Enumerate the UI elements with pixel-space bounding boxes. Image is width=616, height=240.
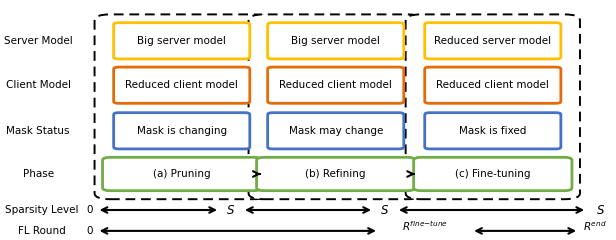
Text: Reduced server model: Reduced server model bbox=[434, 36, 551, 46]
Text: 0: 0 bbox=[86, 205, 92, 215]
Text: (b) Refining: (b) Refining bbox=[306, 169, 366, 179]
FancyBboxPatch shape bbox=[257, 157, 415, 191]
Text: Sparsity Level: Sparsity Level bbox=[5, 205, 79, 215]
Text: Client Model: Client Model bbox=[6, 80, 71, 90]
Text: Mask Status: Mask Status bbox=[6, 126, 70, 136]
FancyBboxPatch shape bbox=[249, 14, 423, 199]
Text: Reduced client model: Reduced client model bbox=[279, 80, 392, 90]
FancyBboxPatch shape bbox=[268, 67, 404, 103]
Text: Mask may change: Mask may change bbox=[288, 126, 383, 136]
FancyBboxPatch shape bbox=[95, 14, 269, 199]
FancyBboxPatch shape bbox=[114, 113, 250, 149]
Text: $\mathit{S}$: $\mathit{S}$ bbox=[596, 204, 605, 216]
Text: Server Model: Server Model bbox=[4, 36, 73, 46]
Text: Big server model: Big server model bbox=[137, 36, 226, 46]
FancyBboxPatch shape bbox=[114, 23, 250, 59]
Text: 0: 0 bbox=[86, 226, 92, 236]
FancyBboxPatch shape bbox=[268, 23, 404, 59]
Text: $R^{fine\mathit{-}tune}$: $R^{fine\mathit{-}tune}$ bbox=[402, 219, 448, 233]
Text: $R^{end}$: $R^{end}$ bbox=[583, 219, 606, 233]
Text: Reduced client model: Reduced client model bbox=[436, 80, 549, 90]
FancyBboxPatch shape bbox=[405, 14, 580, 199]
Text: Mask is changing: Mask is changing bbox=[137, 126, 227, 136]
Text: $\mathit{S}$: $\mathit{S}$ bbox=[381, 204, 389, 216]
Text: (a) Pruning: (a) Pruning bbox=[153, 169, 211, 179]
FancyBboxPatch shape bbox=[114, 67, 250, 103]
Text: Reduced client model: Reduced client model bbox=[125, 80, 238, 90]
FancyBboxPatch shape bbox=[102, 157, 261, 191]
FancyBboxPatch shape bbox=[425, 113, 561, 149]
Text: (c) Fine-tuning: (c) Fine-tuning bbox=[455, 169, 530, 179]
Text: Phase: Phase bbox=[23, 169, 54, 179]
Text: Big server model: Big server model bbox=[291, 36, 380, 46]
Text: Mask is fixed: Mask is fixed bbox=[459, 126, 527, 136]
Text: FL Round: FL Round bbox=[18, 226, 66, 236]
FancyBboxPatch shape bbox=[425, 67, 561, 103]
FancyBboxPatch shape bbox=[425, 23, 561, 59]
FancyBboxPatch shape bbox=[414, 157, 572, 191]
FancyBboxPatch shape bbox=[268, 113, 404, 149]
Text: $\mathit{S}$: $\mathit{S}$ bbox=[227, 204, 235, 216]
